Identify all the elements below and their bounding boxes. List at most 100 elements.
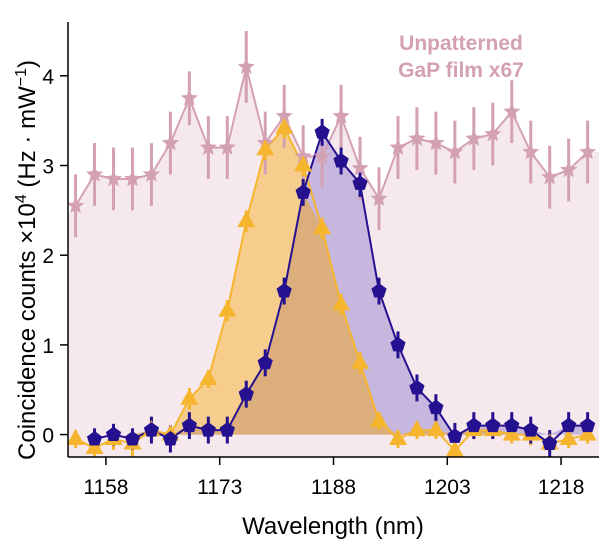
y-axis-label-exponent: 4 [13, 194, 30, 203]
film-star-marker [142, 165, 161, 182]
film-star-marker [123, 169, 142, 187]
purple-pentagon-marker [447, 428, 463, 443]
film-star-marker [332, 107, 350, 124]
orange-triangle-marker [85, 438, 104, 455]
series-fills [68, 66, 599, 457]
film-star-marker [503, 102, 521, 119]
purple-pentagon-marker [295, 184, 311, 199]
data-markers [68, 57, 597, 457]
y-axis-ticks: 0 1 2 3 4 [42, 66, 68, 448]
purple-pentagon-marker [542, 435, 558, 451]
film-star-marker [275, 107, 293, 124]
film-star-marker [370, 189, 388, 206]
orange-triangle-marker [313, 218, 332, 235]
purple-pentagon-marker [219, 422, 235, 437]
purple-pentagon-marker [181, 417, 197, 433]
x-axis-label: Wavelength (nm) [242, 513, 424, 540]
orange-triangle-marker [218, 300, 237, 317]
purple-pentagon-marker [466, 417, 482, 433]
orange-triangle-marker [426, 420, 445, 437]
purple-pentagon-marker [409, 379, 425, 395]
orange-triangle-marker [180, 388, 199, 405]
orange-triangle-marker [578, 424, 597, 441]
purple-area-fill [94, 132, 588, 435]
purple-pentagon-marker [333, 153, 349, 168]
film-star-marker [446, 143, 464, 160]
orange-triangle-marker [256, 139, 275, 156]
y-tick-label: 3 [42, 156, 54, 179]
purple-pentagon-marker [428, 399, 444, 415]
x-axis-ticks: 1158 1173 1188 1203 1218 [83, 457, 584, 499]
film-star-marker [161, 134, 179, 151]
film-star-marker [427, 134, 445, 151]
purple-pentagon-marker [504, 417, 520, 433]
film-star-marker [218, 138, 236, 155]
y-axis-label: Coincidence counts ×104 (Hz · mW−1) [13, 60, 41, 460]
y-tick-label: 4 [42, 66, 54, 89]
y-axis-label-main: Coincidence counts ×10 [14, 203, 41, 460]
y-axis-label-unit: (Hz · mW [14, 86, 41, 194]
y-tick-label: 1 [42, 335, 54, 358]
film-star-marker [180, 89, 198, 106]
x-tick-label: 1203 [424, 476, 471, 499]
orange-triangle-marker [199, 368, 218, 385]
purple-pentagon-marker [485, 417, 501, 433]
purple-pentagon-marker [352, 175, 368, 190]
film-star-marker [389, 138, 407, 155]
orange-triangle-marker [237, 211, 256, 228]
purple-pentagon-marker [276, 283, 292, 298]
film-star-marker [579, 143, 597, 160]
purple-pentagon-marker [561, 417, 577, 433]
film-star-marker [104, 169, 123, 187]
film-star-marker [237, 57, 255, 75]
film-star-marker [408, 129, 426, 146]
film-star-marker [313, 147, 331, 164]
annotation-line-2: GaP film x67 [398, 59, 524, 82]
film-series-line [74, 66, 589, 207]
purple-pentagon-marker [314, 124, 330, 139]
x-tick-label: 1218 [538, 476, 585, 499]
orange-triangle-marker [332, 294, 351, 311]
annotation-line-1: Unpatterned [399, 32, 523, 55]
film-star-marker [522, 143, 540, 160]
purple-pentagon-marker [257, 354, 273, 370]
purple-pentagon-marker [124, 431, 141, 446]
x-tick-label: 1173 [197, 476, 242, 499]
y-tick-label: 0 [42, 425, 54, 448]
orange-series-line [75, 126, 588, 453]
orange-triangle-marker [502, 424, 521, 441]
orange-triangle-marker [445, 440, 464, 457]
purple-pentagon-marker [162, 431, 179, 446]
orange-triangle-marker [68, 429, 85, 446]
orange-triangle-marker [407, 420, 426, 437]
orange-triangle-marker [275, 117, 294, 134]
purple-pentagon-marker [580, 417, 596, 433]
x-tick-label: 1158 [83, 476, 128, 499]
y-axis-label-unit-exponent: −1 [13, 68, 30, 86]
orange-triangle-marker [388, 429, 407, 446]
orange-triangle-marker [370, 411, 389, 428]
purple-pentagon-marker [105, 426, 122, 442]
y-axis-label-close: ) [14, 60, 41, 68]
x-tick-label: 1188 [311, 476, 356, 499]
purple-pentagon-marker [371, 283, 387, 298]
film-star-marker [541, 168, 559, 185]
purple-pentagon-marker [390, 336, 406, 352]
purple-pentagon-marker [86, 431, 103, 446]
film-star-marker [465, 129, 483, 146]
film-star-marker [484, 125, 502, 142]
purple-pentagon-marker [143, 422, 160, 437]
film-star-marker [351, 159, 369, 176]
purple-pentagon-marker [238, 386, 254, 401]
film-star-marker [199, 138, 217, 155]
orange-triangle-marker [294, 155, 313, 172]
film-star-marker [68, 196, 85, 214]
orange-triangle-marker [559, 429, 578, 446]
purple-pentagon-marker [200, 422, 216, 437]
purple-pentagon-marker [523, 422, 539, 437]
orange-triangle-marker [351, 352, 370, 369]
film-star-marker [560, 160, 578, 178]
film-star-marker [85, 165, 104, 182]
y-tick-label: 2 [42, 245, 54, 268]
